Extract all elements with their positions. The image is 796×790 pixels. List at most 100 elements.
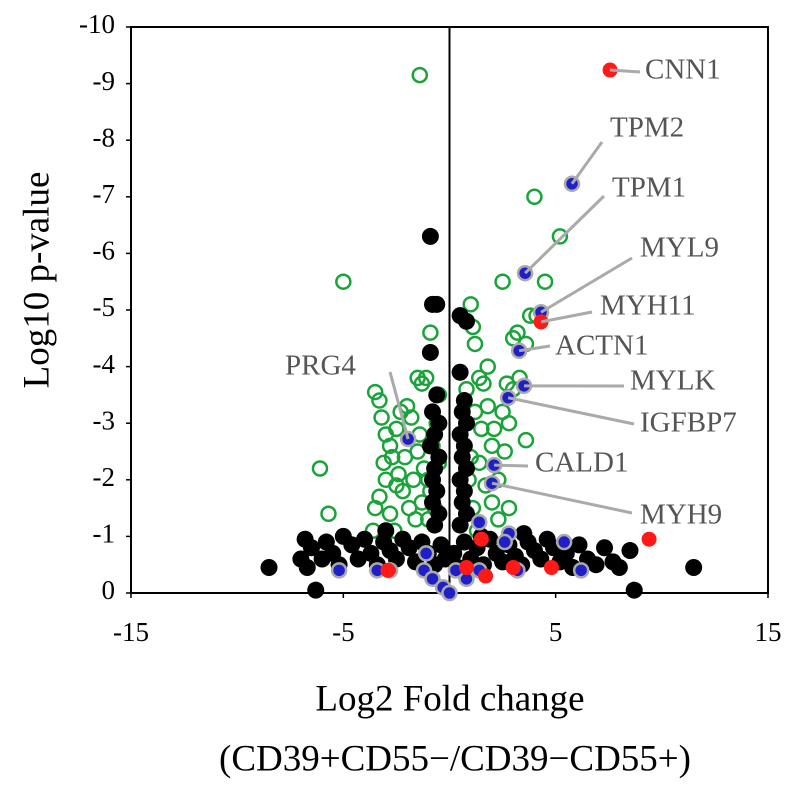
annotation: IGFBP7: [640, 407, 737, 439]
annotation: TPM2: [610, 112, 684, 144]
point: [494, 403, 511, 421]
point: [417, 369, 435, 387]
point: [428, 386, 446, 404]
point: [381, 505, 399, 523]
x-tick-label: -15: [113, 617, 149, 647]
point: [320, 505, 337, 523]
annotation: PRG4: [285, 350, 356, 382]
annotation: MYH9: [640, 499, 722, 531]
point: [462, 296, 479, 313]
point: [441, 584, 458, 602]
annotation: CNN1: [645, 54, 721, 86]
point: [356, 530, 374, 548]
annotation: TPM1: [612, 172, 686, 204]
point: [302, 539, 320, 557]
leader-line: [540, 310, 593, 324]
point: [470, 514, 488, 531]
point: [366, 383, 384, 401]
point: [400, 539, 418, 557]
point: [466, 335, 484, 353]
leader-line: [491, 481, 633, 515]
y-tick-label: -5: [93, 292, 116, 322]
point: [685, 559, 703, 577]
point: [485, 420, 503, 438]
y-tick-label: -4: [93, 349, 116, 379]
point: [330, 562, 348, 579]
point: [307, 581, 325, 599]
y-tick-label: -1: [93, 519, 116, 549]
point: [473, 531, 489, 547]
point: [610, 559, 628, 577]
point: [496, 443, 513, 460]
leader-line: [494, 463, 529, 468]
point: [555, 533, 573, 551]
point: [526, 188, 543, 206]
point: [388, 477, 405, 494]
leader-line: [507, 396, 635, 426]
point: [403, 409, 420, 426]
point: [451, 363, 469, 381]
point: [621, 542, 639, 560]
point: [260, 559, 278, 577]
annotation: ACTN1: [555, 330, 648, 362]
point: [421, 343, 439, 361]
point: [343, 536, 361, 554]
point: [432, 536, 450, 554]
point: [396, 448, 414, 466]
point: [424, 570, 441, 588]
point: [532, 550, 550, 568]
y-tick-label: -3: [93, 405, 116, 435]
y-tick-label: -8: [93, 122, 116, 152]
point: [407, 511, 424, 528]
leader-line: [524, 194, 606, 275]
point: [422, 324, 439, 341]
x-axis-label: Log2 Fold change: [315, 678, 584, 719]
point: [641, 531, 657, 547]
point: [349, 550, 367, 568]
point: [596, 539, 614, 557]
point: [551, 228, 569, 245]
point: [377, 522, 395, 540]
y-tick-label: -7: [93, 179, 116, 209]
leader-line: [540, 256, 633, 314]
point: [455, 392, 473, 410]
annotation: MYH11: [600, 290, 696, 322]
y-tick-label: -2: [93, 462, 116, 492]
y-axis-label: Log10 p-value: [16, 172, 57, 389]
point: [371, 392, 388, 409]
point: [390, 465, 407, 483]
y-tick-label: 0: [102, 575, 116, 605]
leader-line: [518, 344, 551, 353]
point: [375, 454, 392, 472]
point: [298, 559, 316, 577]
point: [570, 536, 588, 554]
x-tick-label: 15: [755, 617, 782, 647]
point: [490, 511, 507, 528]
x-tick-label: 5: [549, 617, 563, 647]
point: [381, 437, 399, 455]
point: [483, 494, 501, 511]
point: [445, 544, 463, 562]
leader-line: [388, 371, 410, 440]
point: [572, 562, 590, 579]
point: [405, 471, 422, 489]
leader-line: [609, 68, 641, 74]
point: [496, 533, 513, 551]
point: [478, 568, 494, 584]
point: [373, 409, 390, 426]
point: [505, 560, 521, 576]
point: [536, 273, 554, 290]
point: [625, 581, 643, 599]
leader-line: [570, 141, 604, 185]
point: [479, 358, 496, 375]
point: [473, 420, 490, 438]
point: [451, 516, 469, 534]
point: [388, 420, 405, 438]
point: [455, 533, 473, 551]
annotation: MYL9: [640, 232, 719, 264]
point: [515, 525, 533, 543]
y-tick-label: -6: [93, 236, 116, 266]
point: [417, 545, 435, 562]
point: [335, 273, 352, 290]
